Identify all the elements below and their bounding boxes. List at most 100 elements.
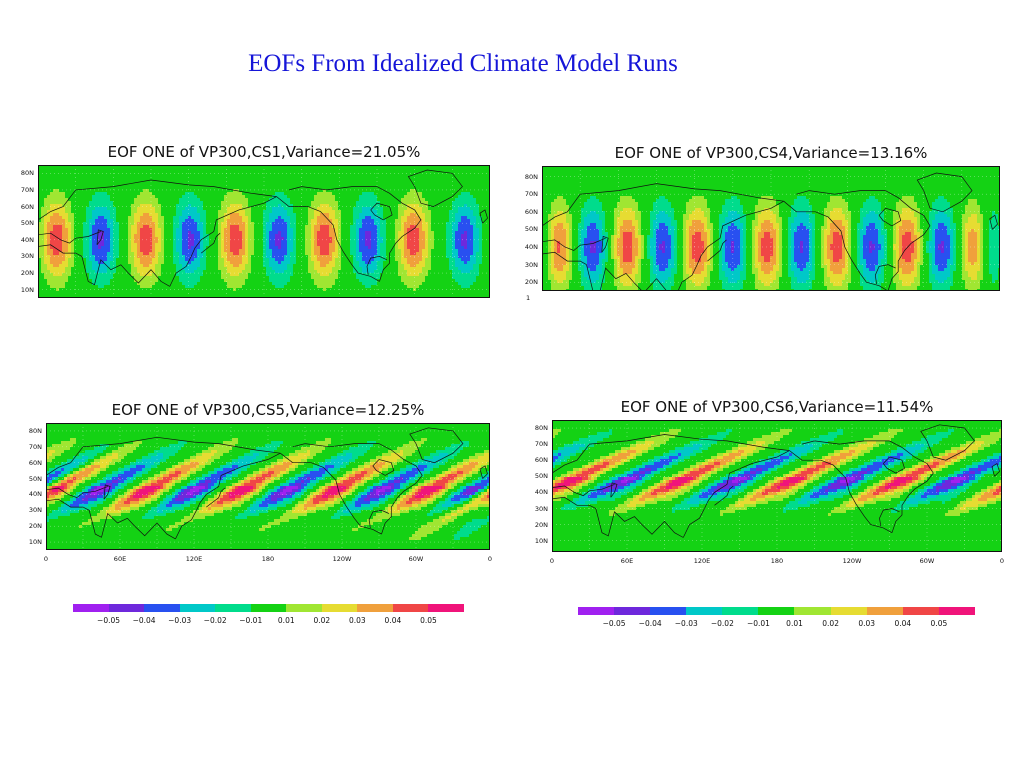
field-cell bbox=[262, 495, 266, 499]
field-cell bbox=[743, 208, 756, 212]
field-cell bbox=[584, 274, 600, 278]
field-cell bbox=[191, 231, 201, 235]
field-cell bbox=[980, 265, 984, 269]
field-cell bbox=[377, 249, 381, 253]
field-cell bbox=[448, 453, 458, 457]
field-cell bbox=[572, 244, 579, 248]
field-cell bbox=[620, 265, 636, 269]
field-cell bbox=[653, 223, 660, 227]
field-cell bbox=[175, 489, 179, 493]
field-cell bbox=[245, 228, 249, 232]
field-cell bbox=[457, 453, 476, 457]
field-cell bbox=[116, 261, 129, 265]
field-cell bbox=[719, 235, 723, 239]
field-cell bbox=[262, 489, 269, 493]
field-cell bbox=[355, 471, 362, 475]
field-cell bbox=[677, 226, 684, 230]
field-cell bbox=[992, 277, 999, 281]
field-cell bbox=[794, 256, 810, 260]
field-cell bbox=[815, 259, 822, 263]
field-cell bbox=[422, 192, 462, 196]
field-cell bbox=[76, 483, 80, 487]
field-cell bbox=[806, 211, 813, 215]
field-cell bbox=[418, 474, 425, 478]
field-cell bbox=[89, 225, 93, 229]
field-cell bbox=[470, 192, 490, 196]
field-cell bbox=[64, 489, 68, 493]
field-cell bbox=[259, 471, 263, 475]
field-cell bbox=[668, 259, 675, 263]
field-cell bbox=[776, 220, 783, 224]
field-cell bbox=[184, 489, 191, 493]
lat-tick-label: 70N bbox=[524, 190, 538, 199]
field-cell bbox=[404, 195, 423, 199]
field-cell bbox=[599, 199, 621, 203]
field-cell bbox=[203, 201, 222, 205]
field-cell bbox=[917, 268, 921, 272]
field-cell bbox=[196, 456, 212, 460]
field-cell bbox=[647, 250, 651, 254]
field-cell bbox=[587, 235, 600, 239]
field-cell bbox=[44, 240, 48, 244]
field-cell bbox=[635, 211, 642, 215]
field-cell bbox=[473, 264, 480, 268]
field-cell bbox=[815, 274, 825, 278]
field-cell bbox=[223, 441, 239, 445]
field-cell bbox=[254, 225, 264, 229]
field-cell bbox=[142, 486, 146, 490]
field-cell bbox=[64, 495, 74, 499]
field-cell bbox=[851, 229, 858, 233]
field-cell bbox=[314, 264, 321, 268]
field-cell bbox=[788, 223, 792, 227]
field-cell bbox=[584, 238, 600, 242]
field-cell bbox=[329, 228, 336, 232]
field-cell bbox=[875, 247, 882, 251]
field-cell bbox=[740, 256, 744, 260]
field-cell bbox=[430, 471, 443, 475]
field-cell bbox=[608, 244, 612, 248]
field-cell bbox=[683, 235, 687, 239]
field-cell bbox=[659, 223, 666, 227]
field-cell bbox=[104, 231, 111, 235]
field-cell bbox=[98, 231, 105, 235]
field-cell bbox=[395, 225, 402, 229]
field-cell bbox=[79, 465, 86, 469]
field-cell bbox=[131, 267, 138, 271]
field-cell bbox=[605, 265, 615, 269]
field-cell bbox=[740, 244, 744, 248]
field-cell bbox=[457, 480, 464, 484]
field-cell bbox=[371, 285, 408, 289]
field-cell bbox=[761, 229, 777, 233]
field-cell bbox=[314, 261, 321, 265]
field-cell bbox=[419, 237, 426, 241]
field-cell bbox=[422, 210, 432, 214]
field-cell bbox=[623, 271, 633, 275]
field-cell bbox=[380, 228, 387, 232]
field-cell bbox=[776, 256, 780, 260]
field-cell bbox=[848, 232, 852, 236]
field-cell bbox=[251, 270, 267, 274]
field-cell bbox=[962, 244, 966, 248]
field-cell bbox=[815, 223, 825, 227]
field-cell bbox=[452, 276, 477, 280]
field-cell bbox=[44, 225, 48, 229]
coastline bbox=[542, 251, 668, 291]
field-cell bbox=[989, 238, 1000, 242]
field-cell bbox=[203, 273, 222, 277]
field-cell bbox=[821, 235, 825, 239]
field-cell bbox=[788, 241, 792, 245]
field-cell bbox=[635, 235, 642, 239]
field-cell bbox=[227, 252, 234, 256]
field-cell bbox=[587, 256, 600, 260]
field-cell bbox=[620, 229, 636, 233]
field-cell bbox=[248, 255, 252, 259]
field-cell bbox=[100, 444, 110, 448]
field-cell bbox=[845, 277, 852, 281]
field-cell bbox=[472, 480, 476, 484]
field-cell bbox=[319, 462, 326, 466]
field-cell bbox=[242, 207, 252, 211]
field-cell bbox=[833, 256, 843, 260]
field-cell bbox=[367, 480, 380, 484]
field-cell bbox=[197, 228, 204, 232]
field-cell bbox=[650, 259, 654, 263]
